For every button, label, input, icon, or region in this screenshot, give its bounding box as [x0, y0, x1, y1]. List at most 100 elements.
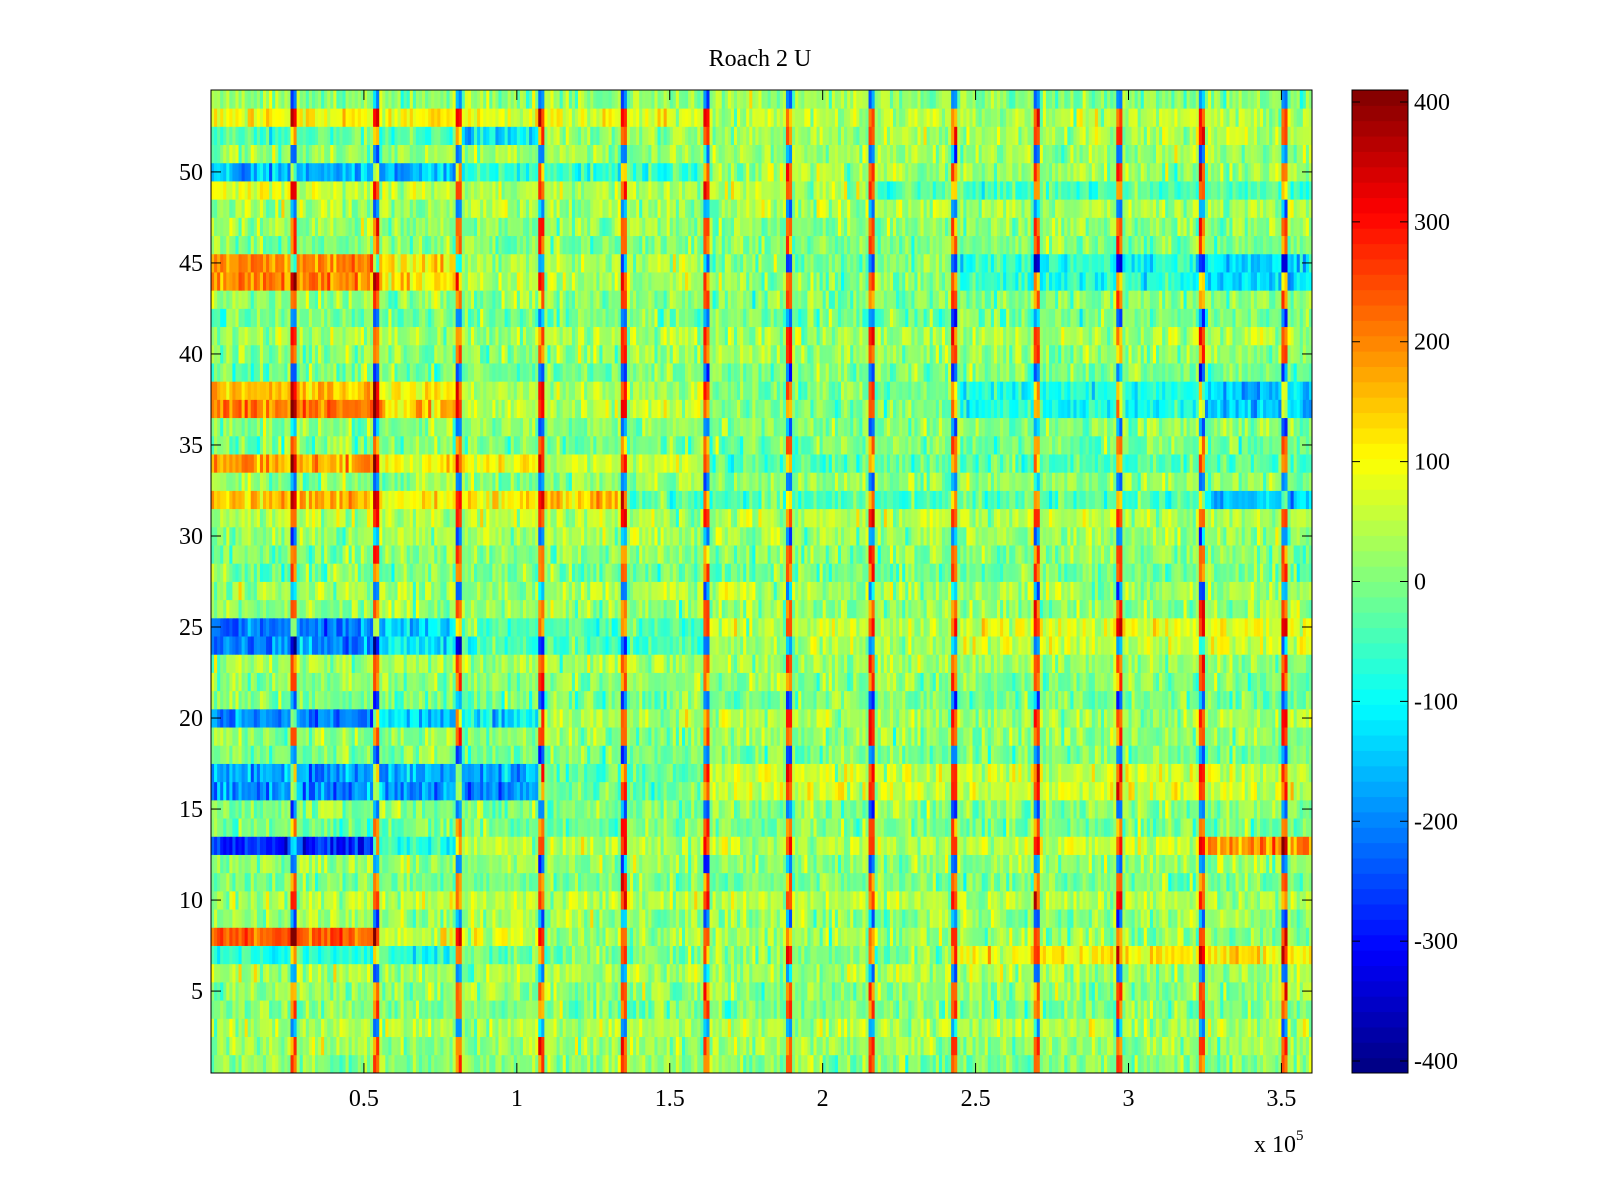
heatmap-cell	[816, 963, 821, 983]
heatmap-cell	[431, 1036, 435, 1056]
heatmap-cell	[235, 872, 239, 892]
heatmap-cell	[880, 1054, 885, 1074]
heatmap-cell	[960, 872, 964, 892]
heatmap-cell	[685, 945, 689, 965]
heatmap-cell	[1003, 1054, 1007, 1074]
heatmap-cell	[418, 1018, 423, 1037]
heatmap-cell	[935, 854, 940, 874]
heatmap-cell	[437, 1054, 441, 1074]
heatmap-cell	[789, 854, 793, 874]
heatmap-cell	[235, 981, 239, 1001]
heatmap-cell	[636, 890, 640, 910]
heatmap-cell	[681, 818, 686, 837]
heatmap-cell	[232, 1054, 236, 1074]
heatmap-cell	[834, 1036, 839, 1056]
heatmap-cell	[1018, 872, 1022, 892]
heatmap-cell	[893, 1018, 897, 1037]
heatmap-cell	[351, 963, 356, 983]
heatmap-cell	[1266, 963, 1270, 983]
heatmap-cell	[602, 818, 606, 837]
heatmap-cell	[691, 1054, 695, 1074]
heatmap-cell	[498, 818, 502, 837]
heatmap-cell	[1094, 909, 1099, 928]
heatmap-cell	[935, 818, 940, 837]
heatmap-cell	[847, 1018, 851, 1037]
heatmap-cell	[394, 836, 398, 855]
heatmap-cell	[250, 854, 255, 874]
heatmap-cell	[1024, 890, 1028, 910]
heatmap-cell	[697, 963, 701, 983]
heatmap-cell	[229, 1018, 233, 1037]
heatmap-cell	[963, 963, 967, 983]
heatmap-cell	[382, 927, 386, 946]
heatmap-cell	[954, 927, 958, 946]
heatmap-cell	[379, 1000, 383, 1019]
heatmap-cell	[761, 854, 765, 874]
heatmap-cell	[590, 890, 594, 910]
heatmap-cell	[1208, 854, 1212, 874]
heatmap-cell	[376, 909, 380, 928]
heatmap-cell	[373, 909, 377, 928]
heatmap-cell	[620, 818, 625, 837]
heatmap-cell	[480, 1054, 484, 1074]
heatmap-cell	[847, 1036, 851, 1056]
heatmap-cell	[926, 1054, 931, 1074]
heatmap-cell	[960, 945, 964, 965]
heatmap-cell	[908, 818, 912, 837]
heatmap-cell	[382, 1018, 386, 1037]
heatmap-cell	[458, 1036, 463, 1056]
heatmap-cell	[1235, 1018, 1239, 1037]
heatmap-cell	[596, 927, 600, 946]
heatmap-cell	[831, 1054, 836, 1074]
heatmap-cell	[214, 1036, 218, 1056]
heatmap-cell	[1015, 945, 1019, 965]
heatmap-cell	[314, 836, 319, 855]
heatmap-cell	[813, 1000, 817, 1019]
heatmap-cell	[556, 854, 561, 874]
heatmap-cell	[841, 909, 845, 928]
heatmap-cell	[990, 927, 995, 946]
heatmap-cell	[1027, 872, 1032, 892]
heatmap-cell	[1030, 854, 1035, 874]
heatmap-cell	[1021, 1054, 1025, 1074]
heatmap-cell	[437, 1036, 441, 1056]
heatmap-cell	[1284, 963, 1288, 983]
heatmap-cell	[1281, 963, 1285, 983]
heatmap-cell	[642, 909, 646, 928]
heatmap-cell	[755, 963, 759, 983]
heatmap-cell	[526, 836, 530, 855]
heatmap-cell	[801, 909, 805, 928]
heatmap-cell	[1131, 1054, 1136, 1074]
heatmap-cell	[841, 981, 845, 1001]
heatmap-cell	[1253, 1054, 1258, 1074]
heatmap-cell	[1113, 1054, 1117, 1074]
heatmap-cell	[804, 963, 808, 983]
heatmap-cell	[935, 890, 940, 910]
heatmap-cell	[1241, 927, 1246, 946]
heatmap-cell	[1073, 963, 1077, 983]
heatmap-cell	[1159, 963, 1163, 983]
heatmap-cell	[948, 1036, 952, 1056]
heatmap-cell	[357, 818, 362, 837]
heatmap-cell	[902, 890, 906, 910]
heatmap-cell	[477, 818, 481, 837]
heatmap-cell	[807, 836, 811, 855]
heatmap-cell	[990, 1054, 995, 1074]
heatmap-cell	[929, 872, 934, 892]
heatmap-cell	[856, 836, 860, 855]
heatmap-cell	[477, 836, 481, 855]
heatmap-cell	[862, 890, 866, 910]
heatmap-cell	[318, 927, 322, 946]
heatmap-cell	[519, 854, 524, 874]
heatmap-cell	[565, 854, 570, 874]
heatmap-cell	[501, 890, 505, 910]
heatmap-cell	[238, 1036, 242, 1056]
heatmap-cell	[798, 945, 802, 965]
heatmap-cell	[984, 836, 989, 855]
heatmap-cell	[1024, 1054, 1028, 1074]
heatmap-cell	[883, 927, 888, 946]
heatmap-cell	[654, 927, 658, 946]
heatmap-cell	[1113, 981, 1117, 1001]
heatmap-cell	[593, 818, 597, 837]
heatmap-cell	[654, 909, 658, 928]
